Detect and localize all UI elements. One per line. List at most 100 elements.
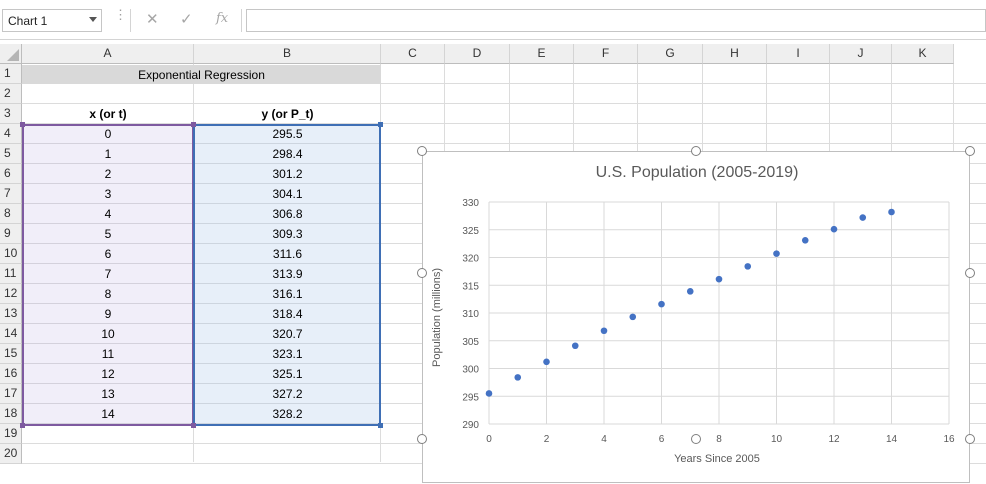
cell-y-value[interactable]: 325.1	[272, 367, 303, 381]
row-header-18[interactable]: 18	[0, 404, 22, 424]
row-header-6[interactable]: 6	[0, 164, 22, 184]
row-header-15[interactable]: 15	[0, 344, 22, 364]
data-point	[888, 208, 895, 216]
cell-y-value[interactable]: 309.3	[272, 227, 303, 241]
chart-resize-handle[interactable]	[691, 146, 701, 156]
header-cell-b[interactable]: y (or P_t)	[261, 107, 314, 121]
chart-resize-handle[interactable]	[965, 434, 975, 444]
row-header-8[interactable]: 8	[0, 204, 22, 224]
row-header-13[interactable]: 13	[0, 304, 22, 324]
column-header-e[interactable]: E	[510, 44, 574, 64]
cell-y-value[interactable]: 306.8	[272, 207, 303, 221]
chart-resize-handle[interactable]	[417, 434, 427, 444]
cell-x-value[interactable]: 11	[101, 347, 115, 361]
column-header-g[interactable]: G	[638, 44, 703, 64]
cell-x-value[interactable]: 0	[104, 127, 112, 141]
column-header-h[interactable]: H	[703, 44, 767, 64]
data-point	[744, 263, 752, 270]
column-header-k[interactable]: K	[892, 44, 954, 64]
row-header-12[interactable]: 12	[0, 284, 22, 304]
formula-input[interactable]	[246, 9, 986, 32]
row-header-7[interactable]: 7	[0, 184, 22, 204]
cell-y-value[interactable]: 298.4	[272, 147, 303, 161]
column-header-b[interactable]: B	[194, 44, 381, 64]
cell-x-value[interactable]: 13	[101, 387, 115, 401]
drag-handle-icon[interactable]: ⋮	[114, 7, 127, 22]
row-header-5[interactable]: 5	[0, 144, 22, 164]
sheet-title[interactable]: Exponential Regression	[138, 68, 265, 82]
cell-y-value[interactable]: 301.2	[272, 167, 303, 181]
row-header-10[interactable]: 10	[0, 244, 22, 264]
chart-resize-handle[interactable]	[417, 146, 427, 156]
cell-x-value[interactable]: 5	[104, 227, 112, 241]
range-handle[interactable]	[378, 122, 383, 127]
name-box[interactable]: Chart 1	[2, 9, 102, 32]
cell-x-value[interactable]: 9	[104, 307, 112, 321]
data-point	[715, 275, 723, 283]
chart-resize-handle[interactable]	[691, 434, 701, 444]
cell-y-value[interactable]: 311.6	[272, 247, 303, 261]
cell-x-value[interactable]: 8	[104, 287, 112, 301]
cell-y-value[interactable]: 327.2	[272, 387, 303, 401]
row-gridline	[22, 143, 986, 144]
cell-y-value[interactable]: 318.4	[272, 307, 303, 321]
cell-x-value[interactable]: 12	[101, 367, 115, 381]
x-tick-label: 16	[943, 434, 955, 445]
row-header-17[interactable]: 17	[0, 384, 22, 404]
x-axis-label[interactable]: Years Since 2005	[674, 453, 760, 465]
row-header-1[interactable]: 1	[0, 64, 22, 84]
cell-x-value[interactable]: 14	[101, 407, 115, 421]
range-handle[interactable]	[191, 423, 196, 428]
cell-x-value[interactable]: 4	[104, 207, 112, 221]
cancel-icon[interactable]: ✕	[146, 11, 159, 28]
range-handle[interactable]	[191, 122, 196, 127]
column-header-j[interactable]: J	[830, 44, 892, 64]
row-header-9[interactable]: 9	[0, 224, 22, 244]
cell-y-value[interactable]: 328.2	[272, 407, 303, 421]
cell-y-value[interactable]: 323.1	[272, 347, 303, 361]
header-cell-a[interactable]: x (or t)	[89, 107, 127, 121]
row-header-14[interactable]: 14	[0, 324, 22, 344]
row-header-3[interactable]: 3	[0, 104, 22, 124]
cell-y-value[interactable]: 313.9	[272, 267, 303, 281]
cell-x-value[interactable]: 2	[104, 167, 112, 181]
cell-y-value[interactable]: 316.1	[272, 287, 303, 301]
cell-x-value[interactable]: 6	[104, 247, 112, 261]
chart-resize-handle[interactable]	[417, 268, 427, 278]
chart-resize-handle[interactable]	[965, 146, 975, 156]
row-header-20[interactable]: 20	[0, 444, 22, 464]
divider	[130, 9, 131, 32]
chart-resize-handle[interactable]	[965, 268, 975, 278]
row-header-16[interactable]: 16	[0, 364, 22, 384]
select-all-button[interactable]	[0, 44, 22, 64]
cell-x-value[interactable]: 1	[104, 147, 112, 161]
row-header-19[interactable]: 19	[0, 424, 22, 444]
insert-function-icon[interactable]: fx	[216, 11, 229, 26]
column-header-f[interactable]: F	[574, 44, 638, 64]
range-handle[interactable]	[20, 122, 25, 127]
range-handle[interactable]	[378, 423, 383, 428]
chart-title[interactable]: U.S. Population (2005-2019)	[595, 164, 799, 181]
cell-x-value[interactable]: 3	[104, 187, 112, 201]
chevron-down-icon[interactable]	[89, 17, 97, 22]
data-point	[830, 225, 838, 233]
row-header-2[interactable]: 2	[0, 84, 22, 104]
cell-x-value[interactable]: 10	[101, 327, 115, 341]
enter-check-icon[interactable]: ✓	[180, 11, 193, 28]
cell-y-value[interactable]: 295.5	[272, 127, 303, 141]
cell-x-value[interactable]: 7	[104, 267, 112, 281]
row-gridline	[22, 83, 986, 84]
column-header-c[interactable]: C	[381, 44, 445, 64]
y-axis-label[interactable]: Population (millions)	[431, 267, 443, 367]
row-header-4[interactable]: 4	[0, 124, 22, 144]
column-header-a[interactable]: A	[22, 44, 194, 64]
x-tick-label: 6	[659, 434, 665, 445]
cell-y-value[interactable]: 320.7	[272, 327, 303, 341]
data-point	[514, 374, 522, 381]
cell-y-value[interactable]: 304.1	[272, 187, 303, 201]
chart-object[interactable]: U.S. Population (2005-2019) 0 2 4 6 8 10 12 14 1…	[422, 151, 970, 483]
column-header-d[interactable]: D	[445, 44, 510, 64]
range-handle[interactable]	[20, 423, 25, 428]
column-header-i[interactable]: I	[767, 44, 830, 64]
row-header-11[interactable]: 11	[0, 264, 22, 284]
